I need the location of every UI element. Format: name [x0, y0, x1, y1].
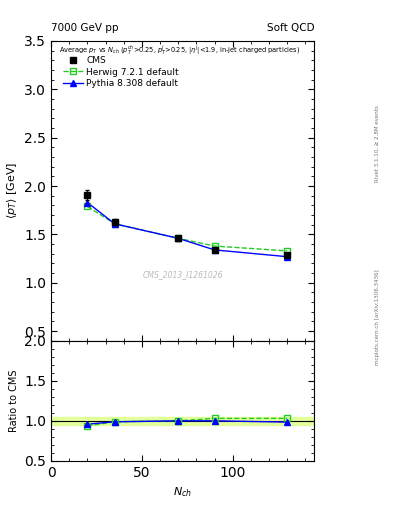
Text: mcplots.cern.ch [arXiv:1306.3436]: mcplots.cern.ch [arXiv:1306.3436] — [375, 270, 380, 365]
Text: 7000 GeV pp: 7000 GeV pp — [51, 23, 119, 33]
X-axis label: $N_{ch}$: $N_{ch}$ — [173, 485, 192, 499]
Text: CMS_2013_I1261026: CMS_2013_I1261026 — [143, 270, 223, 280]
Y-axis label: Ratio to CMS: Ratio to CMS — [9, 370, 19, 432]
Text: Soft QCD: Soft QCD — [267, 23, 314, 33]
Text: Rivet 3.1.10, ≥ 2.8M events: Rivet 3.1.10, ≥ 2.8M events — [375, 105, 380, 182]
Legend: CMS, Herwig 7.2.1 default, Pythia 8.308 default: CMS, Herwig 7.2.1 default, Pythia 8.308 … — [61, 54, 180, 90]
Y-axis label: $\langle p_T \rangle$ [GeV]: $\langle p_T \rangle$ [GeV] — [5, 162, 19, 220]
Bar — [51, 417, 314, 425]
Text: Average $p_T$ vs $N_{ch}$ ($p_T^{ch}$>0.25, $p_T^j$>0.25, $|\eta^j|$<1.9, in-jet: Average $p_T$ vs $N_{ch}$ ($p_T^{ch}$>0.… — [59, 44, 300, 57]
